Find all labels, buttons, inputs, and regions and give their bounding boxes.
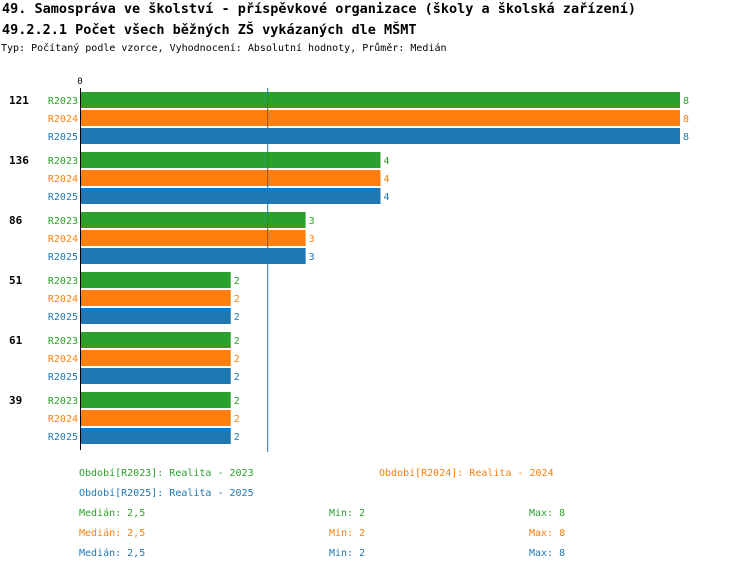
bar-value-label: 8 xyxy=(683,132,689,143)
group-label: 121 xyxy=(9,94,29,107)
bar xyxy=(81,152,381,168)
bar xyxy=(81,92,680,108)
chart-subtitle: 49.2.2.1 Počet všech běžných ZŠ vykázaný… xyxy=(2,22,417,38)
bar-value-label: 2 xyxy=(234,432,240,443)
series-label: R2025 xyxy=(48,372,78,383)
chart-type-info: Typ: Počítaný podle vzorce, Vyhodnocení:… xyxy=(1,43,447,54)
stat-min-r2024: Min: 2 xyxy=(329,528,366,539)
bar-value-label: 2 xyxy=(234,396,240,407)
series-label: R2025 xyxy=(48,432,78,443)
series-label: R2025 xyxy=(48,312,78,323)
group-label: 136 xyxy=(9,154,29,167)
group-label: 51 xyxy=(9,274,23,287)
stat-max-r2024: Max: 8 xyxy=(529,528,566,539)
stat-max-r2025: Max: 8 xyxy=(529,548,566,559)
series-label: R2024 xyxy=(48,114,78,125)
bar-value-label: 8 xyxy=(683,96,689,107)
bar xyxy=(81,350,231,366)
series-label: R2023 xyxy=(48,276,78,287)
legend-r2023: Období[R2023]: Realita - 2023 xyxy=(79,468,254,479)
bar-value-label: 2 xyxy=(234,414,240,425)
legend-r2024: Období[R2024]: Realita - 2024 xyxy=(379,468,554,479)
series-label: R2023 xyxy=(48,156,78,167)
series-label: R2023 xyxy=(48,216,78,227)
series-label: R2024 xyxy=(48,354,78,365)
group-label: 86 xyxy=(9,214,23,227)
bar-value-label: 2 xyxy=(234,336,240,347)
bar xyxy=(81,230,306,246)
series-label: R2023 xyxy=(48,336,78,347)
series-label: R2024 xyxy=(48,234,78,245)
series-label: R2025 xyxy=(48,132,78,143)
axis-tick-0: 0 xyxy=(77,77,82,87)
group-label: 39 xyxy=(9,394,22,407)
bar-value-label: 2 xyxy=(234,294,240,305)
bar-value-label: 3 xyxy=(309,216,315,227)
bar xyxy=(81,212,306,228)
bar-chart: 0 121 R2023 8 R2024 8 R2025 8 136 R2023 4 R2024 4 R2… xyxy=(9,77,689,452)
legend-r2025: Období[R2025]: Realita - 2025 xyxy=(79,488,254,499)
stat-min-r2025: Min: 2 xyxy=(329,548,366,559)
bar-value-label: 3 xyxy=(309,252,315,263)
bar xyxy=(81,188,381,204)
bar-value-label: 4 xyxy=(384,156,390,167)
bar xyxy=(81,170,381,186)
series-label: R2024 xyxy=(48,414,78,425)
bar xyxy=(81,110,680,126)
chart-title: 49. Samospráva ve školství - příspěvkové… xyxy=(2,1,636,17)
bar xyxy=(81,248,306,264)
stat-median-r2024: Medián: 2,5 xyxy=(79,528,146,539)
bar xyxy=(81,128,680,144)
bar-value-label: 4 xyxy=(384,192,390,203)
bar xyxy=(81,290,231,306)
bar-value-label: 3 xyxy=(309,234,315,245)
bar-value-label: 2 xyxy=(234,372,240,383)
bar xyxy=(81,368,231,384)
bar xyxy=(81,332,231,348)
stat-median-r2023: Medián: 2,5 xyxy=(79,508,146,519)
series-label: R2024 xyxy=(48,174,78,185)
stat-max-r2023: Max: 8 xyxy=(529,508,566,519)
group-label: 61 xyxy=(9,334,23,347)
stat-median-r2025: Medián: 2,5 xyxy=(79,548,146,559)
bar xyxy=(81,428,231,444)
bar xyxy=(81,308,231,324)
series-label: R2024 xyxy=(48,294,78,305)
bar xyxy=(81,392,231,408)
bar-value-label: 8 xyxy=(683,114,689,125)
series-label: R2023 xyxy=(48,96,78,107)
bar xyxy=(81,272,231,288)
bar xyxy=(81,410,231,426)
bar-value-label: 2 xyxy=(234,354,240,365)
bar-value-label: 2 xyxy=(234,312,240,323)
bar-value-label: 4 xyxy=(384,174,390,185)
series-label: R2023 xyxy=(48,396,78,407)
stat-min-r2023: Min: 2 xyxy=(329,508,366,519)
bar-value-label: 2 xyxy=(234,276,240,287)
series-label: R2025 xyxy=(48,252,78,263)
series-label: R2025 xyxy=(48,192,78,203)
